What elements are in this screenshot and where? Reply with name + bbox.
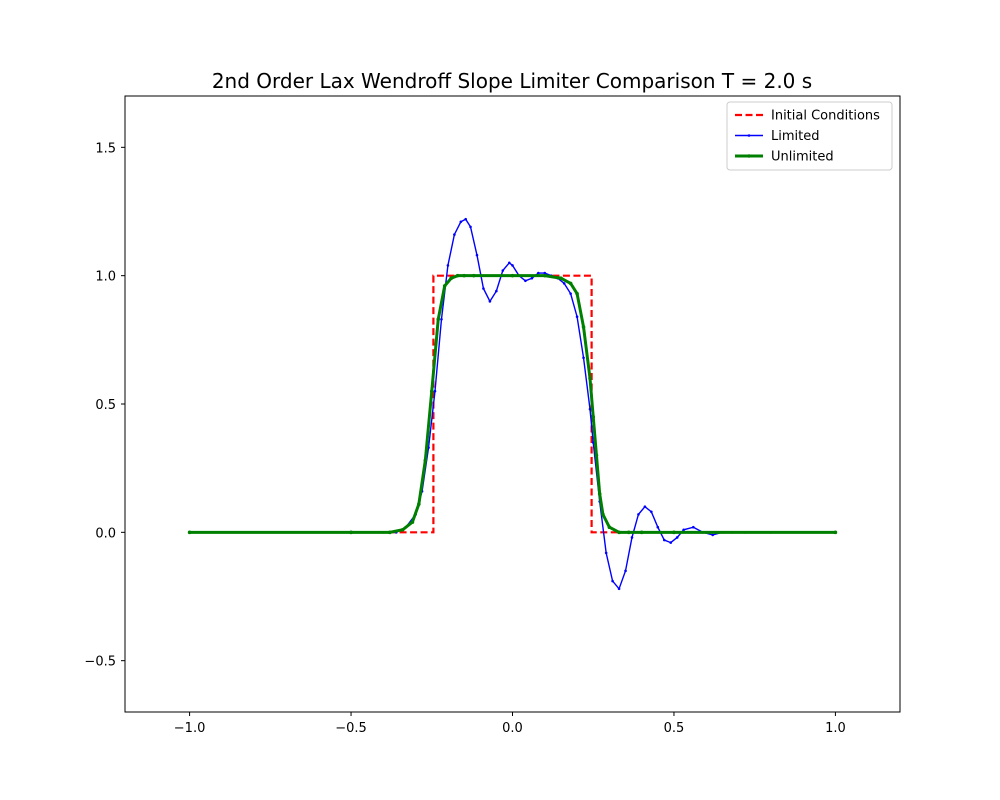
- data-point: [675, 536, 679, 539]
- series-limited: [188, 217, 837, 591]
- series-unlimited: [187, 273, 838, 535]
- data-point: [459, 220, 463, 224]
- data-point: [495, 289, 498, 293]
- series-initial-conditions: [189, 274, 836, 534]
- axes: −1.0 −0.5 0.0 0.5 1.0 −0.5 0.0 0.5 1.0 1.5: [84, 95, 901, 736]
- data-point: [588, 407, 592, 411]
- data-point: [617, 530, 621, 535]
- data-point: [607, 525, 612, 529]
- data-point: [581, 325, 586, 329]
- data-point: [656, 525, 660, 529]
- data-point: [682, 528, 685, 532]
- data-point: [433, 389, 437, 393]
- data-point: [187, 530, 192, 535]
- series-line: [189, 274, 836, 534]
- data-point: [575, 315, 579, 319]
- x-tick-label: 0.0: [502, 721, 523, 736]
- legend-item: Limited: [735, 129, 819, 144]
- data-point: [569, 292, 572, 295]
- data-point: [624, 569, 627, 573]
- data-point: [417, 502, 421, 506]
- data-point: [510, 273, 515, 278]
- data-point: [501, 269, 505, 272]
- series-line: [189, 274, 836, 534]
- legend-marker: [747, 134, 751, 137]
- legend-label: Unlimited: [771, 150, 834, 165]
- legend: Initial Conditions Limited Unlimited: [726, 101, 893, 171]
- data-point: [692, 525, 695, 529]
- chart-title: 2nd Order Lax Wendroff Slope Limiter Com…: [212, 69, 812, 93]
- axes-frame: [124, 95, 901, 713]
- legend-item: Unlimited: [735, 150, 834, 165]
- data-point: [429, 389, 434, 393]
- data-point: [559, 276, 563, 281]
- data-point: [440, 318, 443, 321]
- data-point: [611, 579, 614, 583]
- legend-item: Initial Conditions: [735, 109, 880, 124]
- data-point: [400, 527, 405, 532]
- data-point: [537, 271, 540, 275]
- data-point: [617, 587, 621, 591]
- data-point: [630, 536, 634, 539]
- legend-label: Limited: [771, 129, 819, 144]
- data-point: [482, 287, 485, 290]
- y-tick-label: 0.5: [95, 398, 116, 413]
- data-point: [604, 551, 608, 555]
- data-point: [543, 271, 547, 275]
- data-point: [542, 273, 547, 278]
- data-point: [626, 530, 631, 535]
- data-point: [475, 253, 479, 257]
- x-tick-label: 1.0: [825, 721, 846, 736]
- data-point: [453, 233, 456, 236]
- data-point: [711, 533, 715, 537]
- data-point: [568, 281, 573, 286]
- data-point: [582, 356, 585, 360]
- data-point: [662, 538, 666, 542]
- data-point: [591, 415, 596, 419]
- data-point: [449, 276, 453, 281]
- data-point: [436, 317, 441, 322]
- data-point: [594, 453, 599, 458]
- legend-box: [726, 101, 893, 171]
- data-point: [488, 300, 492, 303]
- y-tick-label: 1.0: [95, 270, 116, 285]
- data-point: [643, 505, 647, 508]
- data-point: [530, 276, 534, 280]
- data-point: [601, 512, 605, 517]
- data-point: [446, 264, 450, 267]
- data-point: [650, 510, 653, 514]
- y-tick-label: −0.5: [84, 655, 116, 670]
- data-point: [349, 530, 353, 535]
- data-point: [511, 264, 514, 267]
- legend-label: Initial Conditions: [771, 109, 880, 124]
- data-point: [562, 282, 566, 285]
- data-point: [410, 520, 415, 524]
- y-tick-label: 0.0: [95, 526, 116, 541]
- data-point: [423, 458, 428, 463]
- data-point: [639, 530, 644, 535]
- data-point: [507, 261, 511, 265]
- data-point: [455, 273, 460, 278]
- data-point: [464, 217, 467, 221]
- x-tick-label: −1.0: [174, 721, 206, 736]
- y-tick-label: 1.5: [95, 141, 116, 156]
- data-point: [462, 273, 466, 278]
- data-point: [469, 225, 472, 229]
- data-point: [387, 530, 392, 535]
- x-tick-label: 0.5: [664, 721, 685, 736]
- data-point: [588, 376, 592, 381]
- data-point: [575, 291, 579, 296]
- plot-area: [187, 217, 838, 591]
- x-tick-label: −0.5: [335, 721, 367, 736]
- legend-marker: [747, 154, 751, 158]
- data-point: [637, 513, 640, 516]
- data-point: [833, 530, 838, 535]
- data-point: [669, 541, 673, 544]
- data-point: [597, 492, 602, 496]
- data-point: [672, 530, 676, 535]
- data-point: [442, 284, 447, 288]
- data-point: [524, 279, 527, 283]
- data-point: [471, 273, 476, 278]
